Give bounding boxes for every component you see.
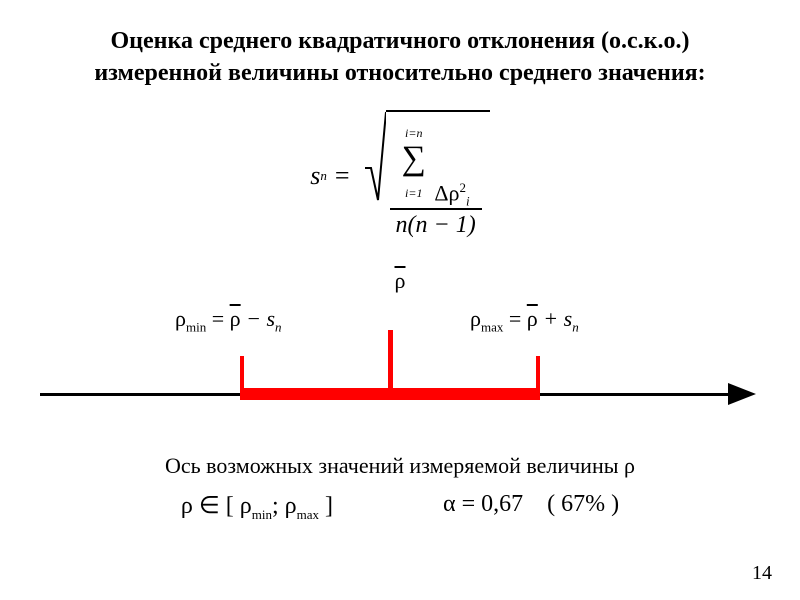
bottom-equations: ρ ∈ [ ρmin; ρmax ] α = 0,67 ( 67% ) — [0, 491, 800, 523]
title-line-2: измеренной величины относительно среднег… — [94, 60, 705, 86]
slide-title: Оценка среднего квадратичного отклонения… — [0, 0, 800, 100]
sqrt-icon — [364, 110, 386, 202]
alpha-value: α = 0,67 ( 67% ) — [443, 491, 619, 523]
delta-sub: i — [466, 194, 470, 209]
number-line-diagram: ρ ρmin = ρ − sn ρmax = ρ + sn — [40, 268, 760, 448]
title-line-1: Оценка среднего квадратичного отклонения… — [111, 28, 690, 54]
main-formula: sn = i=n ∑ i=1 Δρ2i — [0, 110, 800, 243]
denominator: n(n − 1) — [390, 210, 482, 239]
tick-mean — [388, 330, 393, 400]
rho-min-equation: ρmin = ρ − sn — [175, 306, 282, 335]
tick-max — [536, 356, 540, 400]
axis-caption: Ось возможных значений измеряемой величи… — [0, 453, 800, 479]
sum-upper: i=n — [405, 126, 422, 140]
sigma-icon: ∑ — [402, 140, 426, 177]
page-number: 14 — [752, 562, 772, 585]
arrow-icon — [728, 383, 756, 405]
tick-min — [240, 356, 244, 400]
sum-lower: i=1 — [405, 186, 422, 200]
rho-max-equation: ρmax = ρ + sn — [470, 306, 579, 335]
interval-expression: ρ ∈ [ ρmin; ρmax ] — [181, 491, 333, 523]
delta-rho: Δρ — [434, 180, 459, 205]
rho-mean-label: ρ — [395, 268, 406, 294]
